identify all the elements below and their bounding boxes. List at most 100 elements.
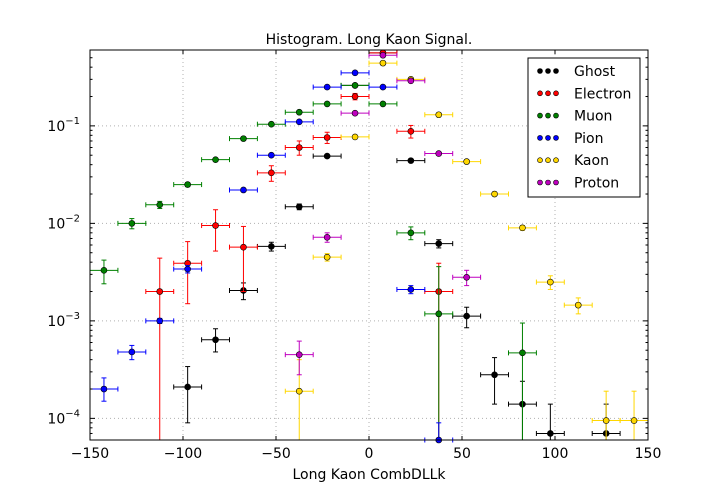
series-pion	[89, 69, 454, 444]
legend-label: Ghost	[574, 64, 616, 80]
y-tick-label-base: 10	[47, 119, 65, 135]
legend-marker	[537, 179, 543, 186]
data-point	[435, 240, 443, 247]
data-point	[295, 203, 303, 211]
legend-marker	[537, 112, 543, 119]
data-point	[323, 253, 331, 261]
data-point	[630, 417, 638, 424]
data-point	[351, 82, 359, 89]
data-point	[156, 201, 164, 209]
data-point	[295, 387, 303, 395]
data-point	[519, 349, 526, 357]
x-tick-label: −50	[261, 446, 291, 462]
data-point	[212, 336, 219, 344]
legend-box	[527, 57, 641, 198]
data-point	[184, 383, 191, 391]
data-point	[407, 229, 415, 237]
data-point	[212, 156, 219, 163]
data-point	[295, 118, 303, 126]
legend-marker	[545, 112, 551, 119]
data-point	[547, 430, 554, 437]
legend-label: Pion	[574, 131, 603, 147]
data-point	[602, 417, 610, 424]
data-point	[351, 93, 359, 100]
legend-marker	[537, 68, 543, 74]
data-point	[212, 222, 219, 229]
legend-label: Kaon	[574, 153, 609, 169]
data-point	[407, 77, 415, 85]
data-point	[574, 301, 582, 309]
data-point	[463, 158, 470, 165]
data-point	[323, 233, 331, 241]
y-tick-label: 10−3	[47, 311, 80, 330]
legend-label: Muon	[574, 109, 612, 125]
y-tick-label-base: 10	[47, 216, 65, 232]
legend-marker	[545, 179, 551, 186]
legend-marker	[537, 157, 543, 163]
data-point	[323, 134, 331, 141]
legend-items: Ghost Electron Muon Pion Kaon Proton	[537, 64, 631, 192]
data-point	[295, 108, 303, 116]
data-point	[323, 100, 331, 108]
legend-marker	[537, 135, 543, 141]
data-point	[268, 169, 275, 177]
legend-label: Proton	[574, 176, 619, 192]
legend-marker	[553, 135, 559, 141]
legend-label: Electron	[574, 86, 631, 102]
data-points	[89, 49, 649, 444]
legend-marker	[553, 68, 559, 74]
y-tick-label-base: 10	[47, 314, 65, 330]
x-tick-label: 100	[542, 446, 569, 462]
y-tick-label-exponent: −3	[65, 311, 80, 322]
data-point	[128, 220, 136, 227]
series-kaon	[284, 59, 649, 440]
data-point	[435, 310, 443, 318]
y-tick-label: 10−1	[47, 116, 80, 135]
data-point	[240, 135, 247, 142]
x-tick-label: 0	[365, 446, 374, 462]
legend: Ghost Electron Muon Pion Kaon Proton	[527, 57, 641, 198]
legend-marker	[545, 157, 551, 163]
x-axis-label: Long Kaon CombDLLk	[292, 467, 446, 483]
data-point	[323, 152, 331, 160]
legend-marker	[553, 157, 559, 163]
data-point	[156, 288, 164, 295]
data-point	[463, 312, 470, 320]
data-point	[379, 51, 387, 59]
data-point	[184, 265, 191, 273]
x-tick-label: −100	[164, 446, 202, 462]
data-point	[435, 150, 443, 157]
data-point	[268, 243, 275, 250]
data-point	[351, 109, 359, 117]
y-tick-label-exponent: −4	[65, 408, 80, 419]
x-tick-label: 50	[453, 446, 471, 462]
data-point	[379, 59, 387, 67]
data-point	[268, 151, 275, 159]
data-point	[184, 181, 191, 188]
legend-marker	[545, 68, 551, 74]
data-point	[240, 243, 247, 251]
y-tick-label: 10−4	[47, 408, 80, 427]
data-point	[351, 133, 359, 141]
data-point	[407, 286, 415, 293]
data-point	[407, 157, 415, 164]
chart-title: Histogram. Long Kaon Signal.	[266, 32, 473, 48]
x-tick-label: 150	[635, 446, 662, 462]
series-muon	[89, 82, 537, 440]
axis-ticks	[89, 50, 649, 441]
data-point	[463, 273, 470, 281]
data-point	[323, 83, 331, 91]
data-point	[240, 186, 247, 194]
y-tick-label: 10−2	[47, 213, 80, 232]
data-point	[100, 267, 108, 274]
data-point	[491, 190, 498, 198]
data-point	[491, 371, 498, 379]
data-point	[295, 351, 303, 358]
series-proton	[284, 51, 482, 376]
data-point	[435, 111, 443, 119]
data-point	[547, 278, 554, 286]
data-point	[268, 120, 275, 128]
data-point	[379, 83, 387, 91]
